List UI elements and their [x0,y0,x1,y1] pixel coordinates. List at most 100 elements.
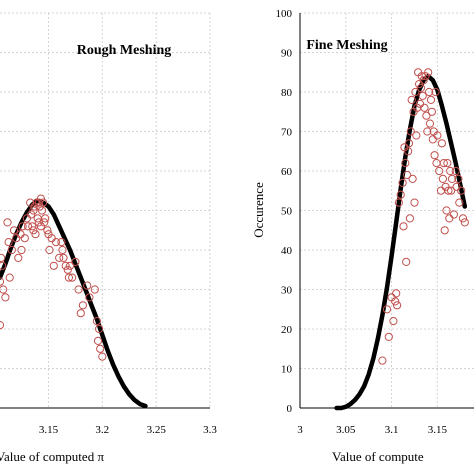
data-point [64,273,74,282]
data-point [411,87,420,97]
fine-y-axis-title: Occurence [251,182,266,238]
x-tick-label: 3.1 [385,424,399,436]
data-point [420,103,429,112]
data-point [417,72,426,81]
data-point [55,253,64,262]
y-tick-label: 70 [281,127,293,139]
fine-x-tick-labels: 3 3.05 3.1 3.15 [297,424,447,436]
data-point [29,206,38,215]
y-tick-label: 80 [281,87,293,99]
fine-fit-curve [334,73,468,411]
y-tick-label: 30 [281,285,293,297]
data-point [43,226,52,235]
data-point [427,107,436,116]
data-point [447,186,456,195]
data-point [61,261,70,270]
data-point [4,238,13,247]
data-point [449,210,458,219]
data-point [93,336,103,345]
y-tick-label: 50 [281,206,293,218]
data-point [63,265,72,274]
data-point [455,198,464,207]
data-point [378,356,387,365]
data-point [405,214,414,223]
data-point [58,245,67,255]
rough-chart-title: Rough Meshing [77,43,172,58]
rough-x-tick-labels: 3.15 3.2 3.25 3.3 [39,424,218,436]
data-point [419,76,428,85]
data-point [406,127,415,136]
data-point [432,159,441,168]
y-tick-label: 100 [276,8,293,20]
data-point [440,226,449,235]
data-point [37,206,47,215]
data-point [396,190,405,199]
data-point [451,166,460,176]
data-point [40,218,49,227]
data-point [59,253,68,262]
fine-data-points [378,68,469,365]
data-point [92,317,102,326]
data-point [384,332,393,341]
y-tick-label: 60 [281,166,293,178]
data-point [57,238,66,247]
data-point [5,273,14,282]
data-point [39,198,48,207]
data-point [425,87,434,97]
data-point [28,222,37,231]
data-point [44,230,53,239]
data-point [74,285,83,294]
data-point [76,309,85,318]
y-tick-label: 20 [281,324,293,336]
data-point [435,166,444,176]
data-point [401,159,410,168]
rough-x-axis-title: Value of computed π [0,449,104,464]
rough-meshing-panel: 3.15 3.2 3.25 3.3 Rough Meshing Value of co… [0,12,218,464]
data-point [444,186,453,195]
data-point [391,297,400,306]
data-point [430,151,439,160]
x-tick-label: 3.15 [39,424,59,436]
data-point [34,218,43,227]
x-tick-label: 3.2 [95,424,109,436]
rough-fit-curve [0,198,148,409]
fine-chart-title: Fine Meshing [306,38,387,53]
x-tick-label: 3.15 [428,424,448,436]
data-point [407,95,416,105]
rough-grid [0,12,211,408]
data-point [71,257,80,266]
data-point [31,230,40,239]
data-point [445,214,454,223]
data-point [51,238,61,247]
data-point [45,245,54,255]
fit-curve-line [0,198,148,409]
data-point [85,293,94,302]
fine-meshing-panel: 0 10 20 30 40 50 60 70 80 90 100 3 3.05 3.1 3.15 Fine… [251,8,474,464]
data-point [412,131,421,140]
rough-data-points [0,194,107,361]
y-tick-label: 90 [281,48,293,60]
data-point [0,253,6,262]
data-point [78,301,88,310]
x-tick-label: 3.05 [336,424,356,436]
data-point [18,222,27,231]
y-tick-label: 40 [281,245,293,257]
data-point [399,222,408,231]
fine-x-axis-title: Value of compute [332,449,424,464]
data-point [20,234,29,243]
data-point [438,174,447,183]
data-point [428,135,437,144]
data-point [392,289,401,298]
data-point [95,324,104,334]
y-tick-label: 0 [287,403,293,415]
data-point [27,210,36,219]
data-point [17,245,26,255]
data-point [436,186,446,195]
data-point [410,198,419,207]
data-point [29,226,38,235]
data-point [458,214,468,223]
data-point [425,119,435,128]
data-point [394,198,403,207]
fine-grid [300,12,474,408]
data-point [1,293,10,302]
